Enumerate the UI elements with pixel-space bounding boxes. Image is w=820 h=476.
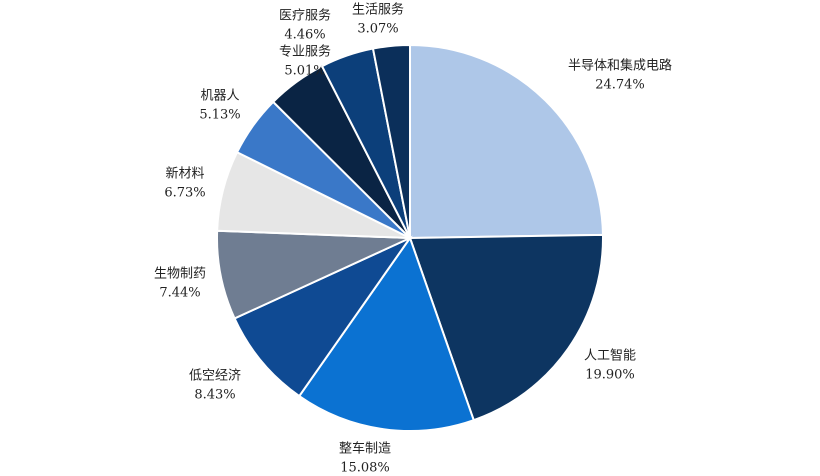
pie-slice [371, 43, 411, 239]
slice-label: 专业服务 [279, 44, 331, 60]
slice-label: 人工智能 [584, 349, 636, 364]
pie-slice [233, 235, 413, 398]
slice-value-label: 6.73% [164, 186, 205, 201]
slice-label: 生物制药 [154, 267, 206, 282]
slice-label: 整车制造 [339, 441, 391, 457]
slice-value-label: 4.46% [284, 28, 325, 43]
slice-value-label: 5.13% [199, 108, 240, 123]
slice-label: 半导体和集成电路 [568, 58, 672, 74]
slice-value-label: 8.43% [194, 388, 235, 403]
slice-label: 医疗服务 [279, 8, 331, 24]
slice-value-label: 5.01% [284, 64, 325, 79]
slice-label: 生活服务 [352, 2, 404, 18]
slice-value-label: 3.07% [357, 22, 398, 37]
slice-value-label: 24.74% [595, 78, 645, 93]
slice-label: 机器人 [200, 89, 239, 104]
slice-label: 低空经济 [189, 369, 241, 384]
slice-label: 新材料 [165, 166, 204, 182]
slice-value-label: 7.44% [159, 286, 200, 301]
pie-slice [409, 43, 604, 240]
slice-value-label: 15.08% [340, 461, 390, 476]
pie-slice [297, 235, 475, 432]
slice-value-label: 19.90% [585, 368, 635, 383]
